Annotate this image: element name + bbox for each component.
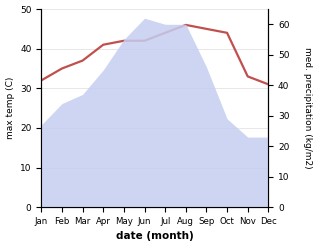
Y-axis label: max temp (C): max temp (C) [5, 77, 15, 139]
X-axis label: date (month): date (month) [116, 231, 194, 242]
Y-axis label: med. precipitation (kg/m2): med. precipitation (kg/m2) [303, 47, 313, 169]
